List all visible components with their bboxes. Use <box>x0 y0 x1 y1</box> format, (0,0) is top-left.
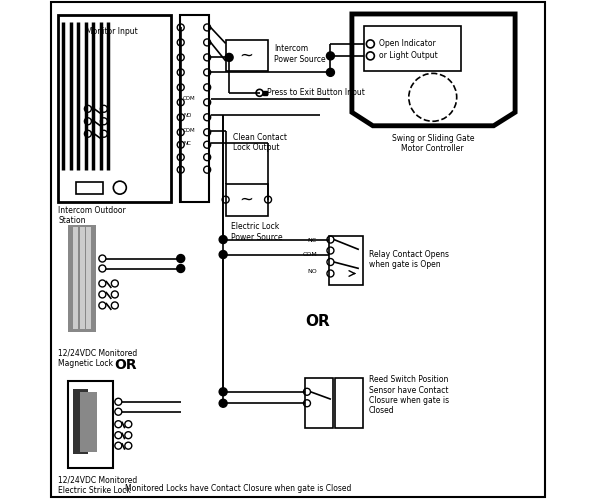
Circle shape <box>225 54 233 62</box>
FancyBboxPatch shape <box>336 378 363 428</box>
Text: NO: NO <box>307 270 317 274</box>
Circle shape <box>219 388 227 396</box>
FancyBboxPatch shape <box>329 236 363 286</box>
Text: COM: COM <box>183 96 196 102</box>
Text: Monitor Input: Monitor Input <box>86 28 138 36</box>
Text: Monitored Locks have Contact Closure when gate is Closed: Monitored Locks have Contact Closure whe… <box>125 484 351 492</box>
Polygon shape <box>352 14 515 126</box>
FancyBboxPatch shape <box>69 381 113 468</box>
Bar <box>80 227 85 330</box>
Text: NC: NC <box>183 140 191 145</box>
Text: or Light Output: or Light Output <box>379 52 437 60</box>
Text: Clean Contact
Lock Output: Clean Contact Lock Output <box>233 132 287 152</box>
Text: Open Indicator: Open Indicator <box>379 40 436 48</box>
Bar <box>73 390 88 454</box>
FancyBboxPatch shape <box>364 26 461 71</box>
Bar <box>69 224 96 332</box>
Text: 12/24VDC Monitored
Magnetic Lock: 12/24VDC Monitored Magnetic Lock <box>58 348 138 368</box>
Text: OR: OR <box>114 358 137 372</box>
Text: Relay Contact Opens
when gate is Open: Relay Contact Opens when gate is Open <box>369 250 449 269</box>
Text: Intercom
Power Source: Intercom Power Source <box>274 44 325 64</box>
Text: 12/24VDC Monitored
Electric Strike Lock: 12/24VDC Monitored Electric Strike Lock <box>58 475 138 494</box>
Bar <box>86 227 91 330</box>
Text: OR: OR <box>306 314 330 330</box>
Circle shape <box>327 52 334 60</box>
Circle shape <box>219 400 227 407</box>
Circle shape <box>327 68 334 76</box>
Text: Electric Lock
Power Source: Electric Lock Power Source <box>231 222 283 242</box>
Text: Reed Switch Position
Sensor have Contact
Closure when gate is
Closed: Reed Switch Position Sensor have Contact… <box>369 375 449 416</box>
Bar <box>80 392 97 452</box>
Text: Swing or Sliding Gate
Motor Controller: Swing or Sliding Gate Motor Controller <box>392 134 474 153</box>
Text: Press to Exit Button Input: Press to Exit Button Input <box>267 88 365 98</box>
Bar <box>73 227 79 330</box>
Circle shape <box>177 264 185 272</box>
Circle shape <box>219 250 227 258</box>
FancyBboxPatch shape <box>226 184 268 216</box>
FancyBboxPatch shape <box>226 40 268 72</box>
Text: ~: ~ <box>240 190 253 208</box>
Text: Intercom Outdoor
Station: Intercom Outdoor Station <box>58 206 126 225</box>
Text: NO: NO <box>183 113 191 118</box>
Text: ~: ~ <box>240 46 253 64</box>
Bar <box>263 92 266 95</box>
FancyBboxPatch shape <box>76 182 103 194</box>
FancyBboxPatch shape <box>180 15 209 202</box>
Circle shape <box>219 236 227 244</box>
Text: COM: COM <box>183 128 196 134</box>
FancyBboxPatch shape <box>306 378 333 428</box>
Text: COM: COM <box>302 252 317 257</box>
Circle shape <box>177 254 185 262</box>
Text: NC: NC <box>308 238 317 243</box>
FancyBboxPatch shape <box>58 15 170 202</box>
